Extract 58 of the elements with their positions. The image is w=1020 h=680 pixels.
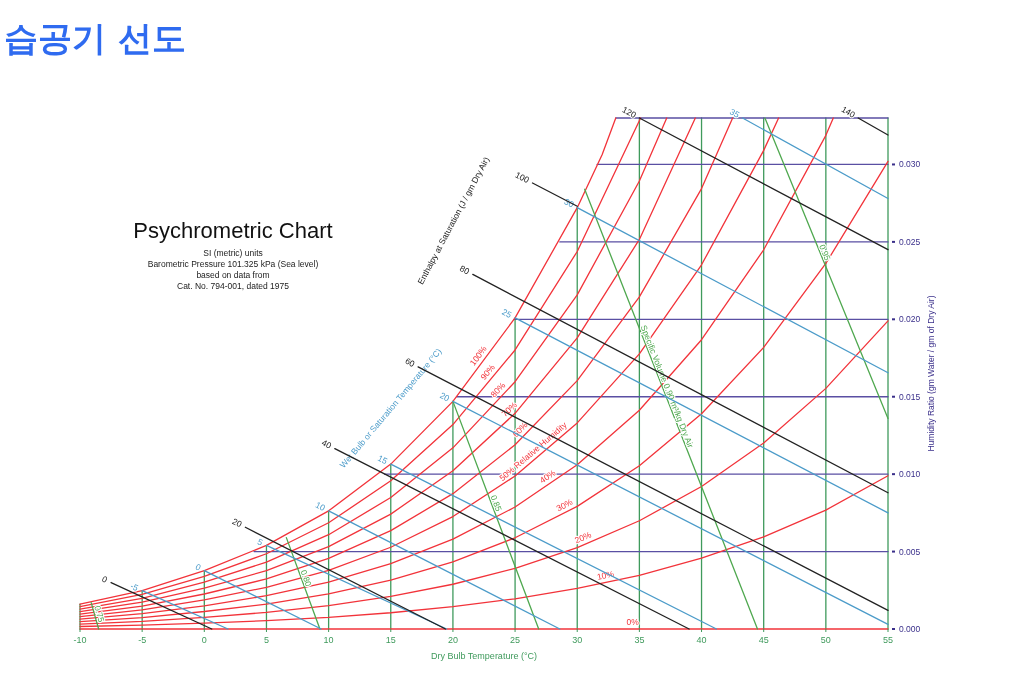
x-tick-label: 50 bbox=[820, 635, 831, 645]
text: 0 bbox=[100, 573, 110, 585]
text: 120 bbox=[620, 104, 639, 121]
text: 80 bbox=[458, 263, 472, 277]
text: 0.95 bbox=[817, 242, 833, 263]
text: 70% bbox=[499, 399, 520, 419]
text: Specific Volume 0.90 m³/kg Dry Air bbox=[638, 323, 696, 450]
x-tick-label: 0 bbox=[201, 635, 207, 645]
chart-title: 습공기 선도 bbox=[4, 18, 186, 58]
text: 20% bbox=[573, 529, 594, 546]
x-tick-label: 20 bbox=[447, 635, 458, 645]
text: 15 bbox=[376, 452, 390, 467]
text: 20 bbox=[230, 516, 244, 530]
y-tick-label: 0.020 bbox=[899, 314, 921, 325]
annotation: Barometric Pressure 101.325 kPa (Sea level) bbox=[147, 259, 319, 269]
x-tick-label: 35 bbox=[634, 635, 645, 645]
annotation: SI (metric) units bbox=[203, 248, 263, 258]
text: 0.75 bbox=[92, 604, 107, 624]
x-axis-title: Dry Bulb Temperature (°C) bbox=[431, 651, 537, 661]
x-tick-label: 25 bbox=[510, 635, 521, 645]
x-tick-label: -5 bbox=[138, 635, 147, 645]
x-tick-label: 45 bbox=[758, 635, 769, 645]
y-tick-label: 0.025 bbox=[899, 236, 921, 247]
text: 0.80 bbox=[298, 568, 314, 588]
x-tick-label: 10 bbox=[323, 635, 334, 645]
annotation: based on data from bbox=[196, 270, 270, 280]
text: 80% bbox=[488, 379, 508, 400]
x-tick-label: 55 bbox=[882, 635, 894, 645]
text: 30 bbox=[562, 196, 576, 210]
text: 40 bbox=[320, 437, 334, 451]
x-tick-label: 30 bbox=[572, 635, 583, 645]
annotation: Psychrometric Chart bbox=[133, 218, 333, 243]
annotation: Cat. No. 794-001, dated 1975 bbox=[177, 281, 290, 291]
x-tick-label: 5 bbox=[263, 635, 269, 645]
text: 60% bbox=[510, 419, 530, 440]
text: 25 bbox=[500, 306, 514, 320]
text: 100 bbox=[513, 169, 532, 186]
text: -5 bbox=[128, 580, 141, 594]
y-tick-label: 0.005 bbox=[899, 546, 921, 557]
y-axis-title: Humidity Ratio (gm Water / gm of Dry Air) bbox=[926, 295, 936, 452]
text: 0 bbox=[193, 561, 203, 573]
text: 10% bbox=[596, 568, 616, 582]
text: 0.85 bbox=[488, 493, 504, 513]
series-label: 0% bbox=[626, 617, 640, 627]
text: 40% bbox=[537, 467, 558, 486]
y-tick-label: 0.015 bbox=[899, 391, 921, 402]
text: 20 bbox=[438, 390, 452, 404]
y-tick-label: 0.030 bbox=[899, 159, 921, 170]
text: 10 bbox=[313, 499, 328, 513]
x-tick-label: 15 bbox=[385, 635, 396, 645]
x-tick-label: 40 bbox=[696, 635, 707, 645]
text: 140 bbox=[839, 104, 858, 120]
text: 35 bbox=[728, 106, 742, 120]
y-tick-label: 0.010 bbox=[899, 469, 921, 480]
x-tick-label: -10 bbox=[73, 635, 87, 645]
text: 5 bbox=[255, 536, 265, 548]
y-tick-label: 0.000 bbox=[899, 624, 921, 634]
text: 30% bbox=[554, 496, 575, 514]
